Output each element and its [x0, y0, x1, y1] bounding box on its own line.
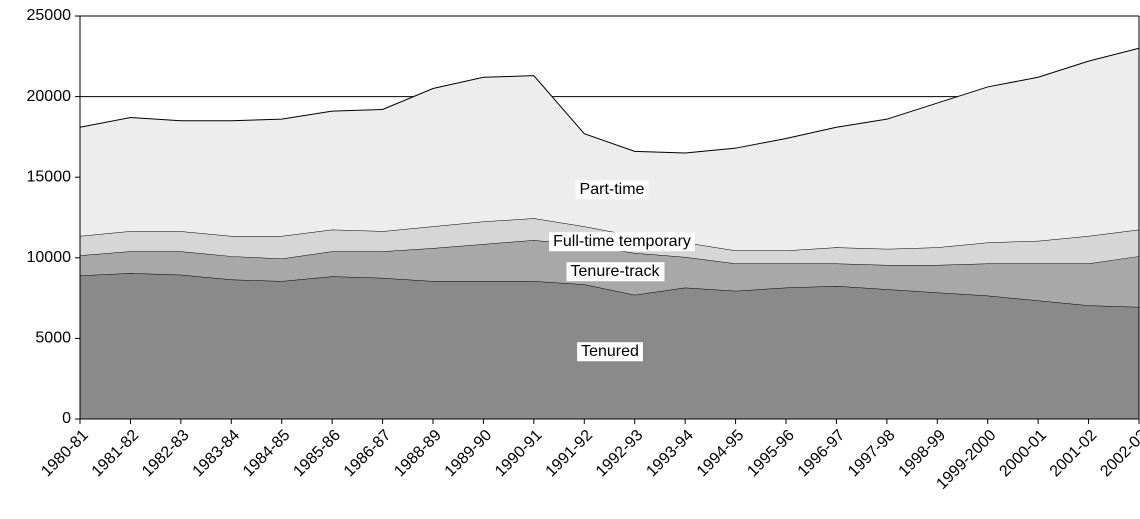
- y-tick-label: 25000: [27, 7, 72, 24]
- area-edge: [79, 47, 1140, 154]
- x-tick-label: 1997-98: [845, 427, 899, 481]
- area: [80, 48, 1139, 251]
- x-tick-label: 1994-95: [694, 427, 748, 481]
- x-tick-label: 1989-90: [442, 427, 496, 481]
- x-tick-label: 1991-92: [543, 427, 597, 481]
- x-tick-label: 2002-03: [1097, 427, 1140, 481]
- x-tick-label: 1992-93: [593, 427, 647, 481]
- series-label: Tenured: [581, 343, 639, 360]
- series-label-group: Part-time: [575, 180, 649, 200]
- y-tick-label: 15000: [27, 168, 72, 185]
- x-tick-label: 1983-84: [190, 427, 244, 481]
- series-label-box: [577, 342, 643, 362]
- x-tick-label: 1988-89: [391, 427, 445, 481]
- y-tick-label: 20000: [27, 88, 72, 105]
- y-tick-label: 5000: [35, 330, 71, 347]
- x-tick-label: 1990-91: [492, 427, 546, 481]
- series-label-box: [566, 262, 665, 282]
- series-label-group: Tenure-track: [566, 262, 665, 282]
- x-tick-label: 1980-81: [38, 427, 92, 481]
- x-tick-label: 1996-97: [795, 427, 849, 481]
- series-label-group: Tenured: [577, 342, 643, 362]
- series-label: Full-time temporary: [553, 233, 691, 250]
- x-tick-label: 1986-87: [341, 427, 395, 481]
- x-tick-label: 1984-85: [240, 427, 294, 481]
- series-label: Tenure-track: [571, 263, 661, 280]
- x-tick-label: 1985-86: [290, 427, 344, 481]
- series-label-group: Full-time temporary: [549, 232, 695, 252]
- x-tick-label: 1995-96: [744, 427, 798, 481]
- y-tick-label: 0: [62, 410, 71, 427]
- series-label-box: [549, 232, 695, 252]
- series-label-box: [575, 180, 649, 200]
- x-tick-label: 1982-83: [139, 427, 193, 481]
- x-tick-label: 2000-01: [996, 427, 1050, 481]
- x-tick-label: 1993-94: [643, 427, 697, 481]
- series-label: Part-time: [580, 181, 645, 198]
- x-tick-label: 2001-02: [1047, 427, 1101, 481]
- y-tick-label: 10000: [27, 249, 72, 266]
- x-tick-label: 1981-82: [89, 427, 143, 481]
